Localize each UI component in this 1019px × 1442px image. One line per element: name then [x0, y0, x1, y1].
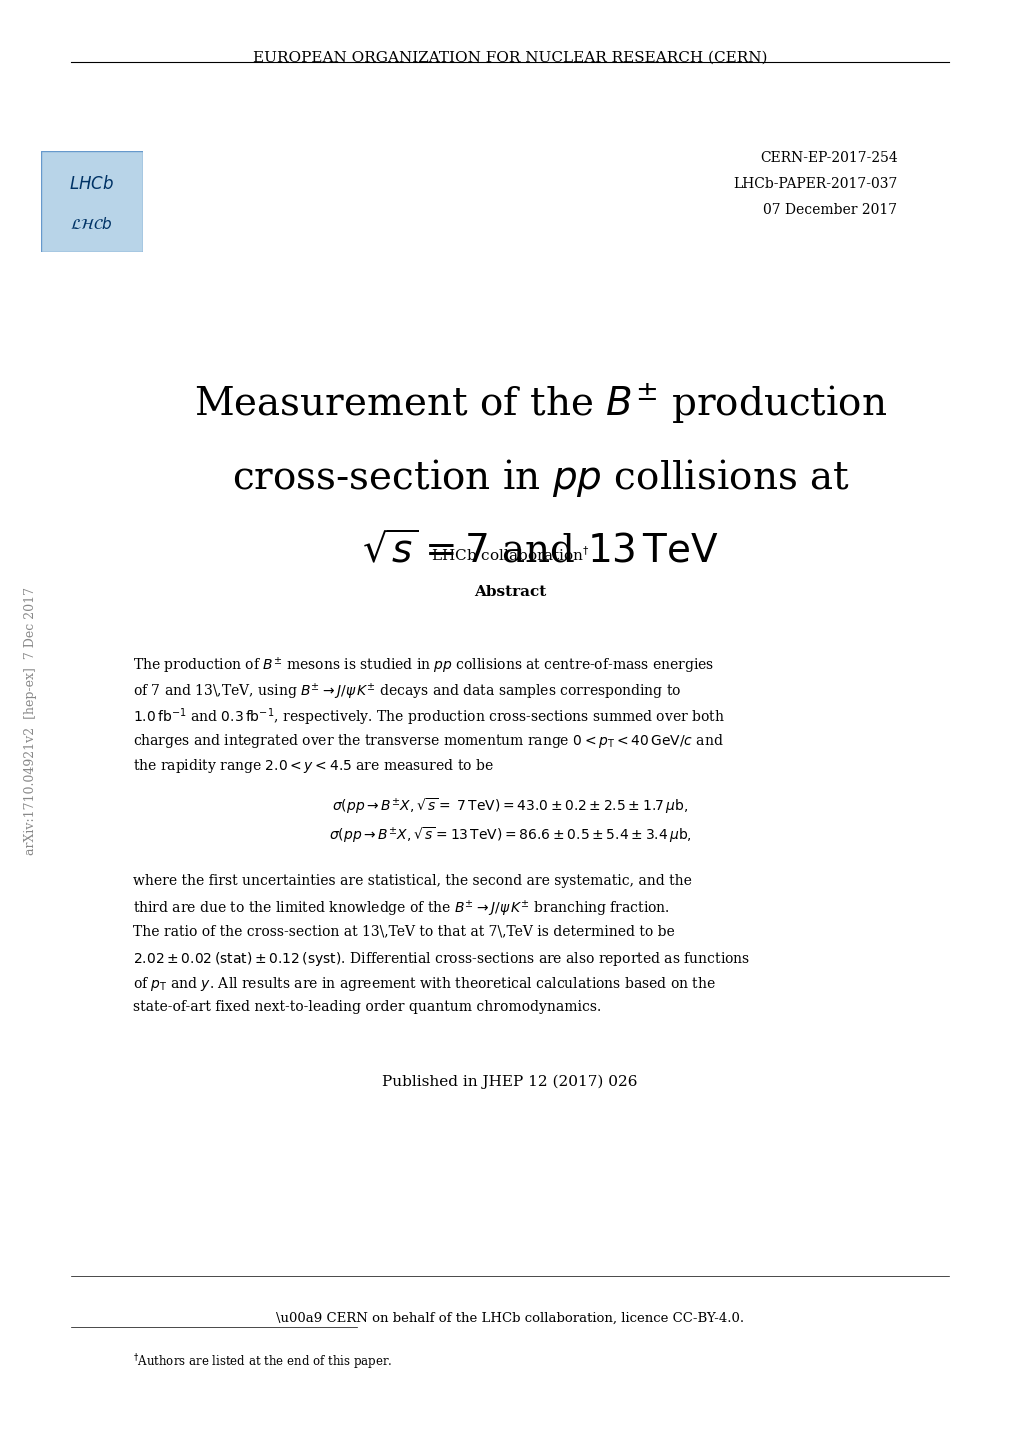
Text: LHCb collaboration$^{\dagger}$: LHCb collaboration$^{\dagger}$	[430, 545, 589, 564]
Text: charges and integrated over the transverse momentum range $0 < p_{\mathrm{T}} < : charges and integrated over the transver…	[132, 731, 722, 750]
Text: arXiv:1710.04921v2  [hep-ex]  7 Dec 2017: arXiv:1710.04921v2 [hep-ex] 7 Dec 2017	[24, 587, 37, 855]
Text: The ratio of the cross-section at 13\,TeV to that at 7\,TeV is determined to be: The ratio of the cross-section at 13\,Te…	[132, 924, 674, 939]
Text: of 7 and 13\,TeV, using $B^{\pm} \rightarrow J/\psi\, K^{\pm}$ decays and data s: of 7 and 13\,TeV, using $B^{\pm} \righta…	[132, 681, 681, 702]
Text: $^{\dagger}$Authors are listed at the end of this paper.: $^{\dagger}$Authors are listed at the en…	[132, 1353, 392, 1373]
Text: \u00a9 CERN on behalf of the LHCb collaboration, licence CC-BY-4.0.: \u00a9 CERN on behalf of the LHCb collab…	[276, 1312, 743, 1325]
Text: where the first uncertainties are statistical, the second are systematic, and th: where the first uncertainties are statis…	[132, 874, 691, 888]
Text: $2.02 \pm 0.02\,(\mathrm{stat}) \pm 0.12\,(\mathrm{syst})$. Differential cross-s: $2.02 \pm 0.02\,(\mathrm{stat}) \pm 0.12…	[132, 949, 749, 968]
Text: of $p_{\mathrm{T}}$ and $y$. All results are in agreement with theoretical calcu: of $p_{\mathrm{T}}$ and $y$. All results…	[132, 975, 714, 992]
Text: 07 December 2017: 07 December 2017	[763, 203, 897, 218]
Text: $1.0\,\mathrm{fb}^{-1}$ and $0.3\,\mathrm{fb}^{-1}$, respectively. The productio: $1.0\,\mathrm{fb}^{-1}$ and $0.3\,\mathr…	[132, 707, 723, 728]
Text: state-of-art fixed next-to-leading order quantum chromodynamics.: state-of-art fixed next-to-leading order…	[132, 1001, 600, 1014]
Text: $\sigma(pp \rightarrow B^{\pm}X, \sqrt{s} = 13\,\mathrm{TeV}) = 86.6 \pm 0.5 \pm: $\sigma(pp \rightarrow B^{\pm}X, \sqrt{s…	[328, 825, 691, 845]
Text: Abstract: Abstract	[474, 585, 545, 600]
Text: CERN-EP-2017-254: CERN-EP-2017-254	[759, 151, 897, 166]
Text: $\mathcal{LHC}b$: $\mathcal{LHC}b$	[70, 216, 113, 232]
Text: third are due to the limited knowledge of the $B^{\pm} \rightarrow J/\psi\, K^{\: third are due to the limited knowledge o…	[132, 900, 668, 920]
Text: LHCb-PAPER-2017-037: LHCb-PAPER-2017-037	[733, 177, 897, 192]
Text: $\sigma(pp \rightarrow B^{\pm}X, \sqrt{s} =\;  7\,\mathrm{TeV}) = 43.0 \pm 0.2 \: $\sigma(pp \rightarrow B^{\pm}X, \sqrt{s…	[331, 796, 688, 816]
Text: cross-section in $pp$ collisions at: cross-section in $pp$ collisions at	[231, 457, 849, 499]
Text: The production of $B^{\pm}$ mesons is studied in $pp$ collisions at centre-of-ma: The production of $B^{\pm}$ mesons is st…	[132, 656, 713, 676]
Text: Measurement of the $B^{\pm}$ production: Measurement of the $B^{\pm}$ production	[194, 382, 887, 427]
Text: the rapidity range $2.0 < y < 4.5$ are measured to be: the rapidity range $2.0 < y < 4.5$ are m…	[132, 757, 493, 774]
Text: $\mathit{LHCb}$: $\mathit{LHCb}$	[69, 174, 114, 193]
FancyBboxPatch shape	[41, 151, 143, 252]
Text: Published in JHEP 12 (2017) 026: Published in JHEP 12 (2017) 026	[382, 1074, 637, 1089]
Text: EUROPEAN ORGANIZATION FOR NUCLEAR RESEARCH (CERN): EUROPEAN ORGANIZATION FOR NUCLEAR RESEAR…	[253, 50, 766, 65]
Text: $\sqrt{s} = 7$ and $13\,\mathrm{TeV}$: $\sqrt{s} = 7$ and $13\,\mathrm{TeV}$	[362, 532, 718, 571]
